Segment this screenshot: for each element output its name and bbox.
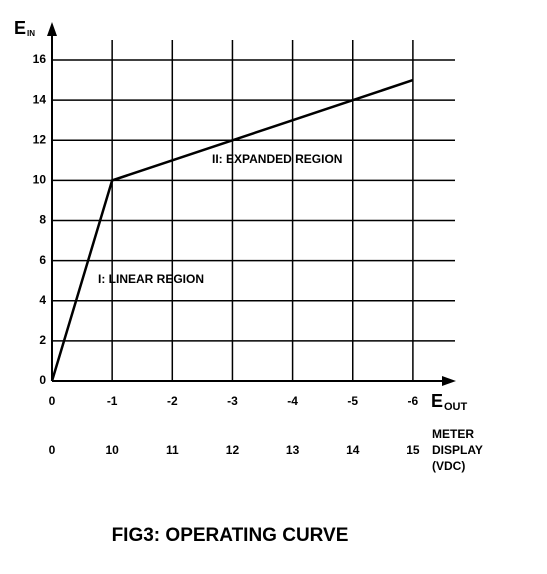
- meter-display-value: 14: [346, 443, 360, 457]
- x-axis-arrow: [442, 376, 456, 386]
- meter-display-value: 15: [406, 443, 420, 457]
- data-line: [50, 78, 414, 382]
- y-tick-label: 2: [39, 333, 46, 347]
- y-axis-arrow: [47, 22, 57, 36]
- x-tick-label: -4: [287, 394, 298, 408]
- chart-title: FIG3: OPERATING CURVE: [112, 525, 349, 546]
- y-tick-label: 14: [33, 92, 47, 106]
- x-axis-label-sub: OUT: [444, 401, 468, 413]
- y-axis-label-sub: IN: [27, 29, 35, 38]
- x-tick-label: 0: [49, 394, 56, 408]
- y-tick-label: 8: [39, 213, 46, 227]
- annotation: I: LINEAR REGION: [98, 272, 204, 286]
- x-tick-label: -2: [167, 394, 178, 408]
- x-tick-label: -3: [227, 394, 238, 408]
- y-axis-label: E: [14, 18, 26, 38]
- y-tick-label: 6: [39, 253, 46, 267]
- meter-display-label: DISPLAY: [432, 443, 483, 457]
- x-tick-label: -5: [347, 394, 358, 408]
- y-tick-label: 0: [39, 373, 46, 387]
- y-tick-label: 4: [39, 293, 46, 307]
- meter-display-value: 10: [105, 443, 119, 457]
- y-tick-label: 10: [33, 173, 47, 187]
- meter-display-value: 12: [226, 443, 240, 457]
- x-tick-label: -6: [408, 394, 419, 408]
- meter-display-value: 13: [286, 443, 300, 457]
- meter-display-value: 0: [49, 443, 56, 457]
- x-tick-label: -1: [107, 394, 118, 408]
- y-tick-label: 12: [33, 132, 47, 146]
- y-tick-label: 16: [33, 52, 47, 66]
- meter-display-value: 11: [166, 443, 179, 457]
- meter-display-label: (VDC): [432, 459, 465, 473]
- x-axis-label: E: [431, 391, 443, 411]
- annotation: II: EXPANDED REGION: [212, 152, 342, 166]
- meter-display-label: METER: [432, 427, 474, 441]
